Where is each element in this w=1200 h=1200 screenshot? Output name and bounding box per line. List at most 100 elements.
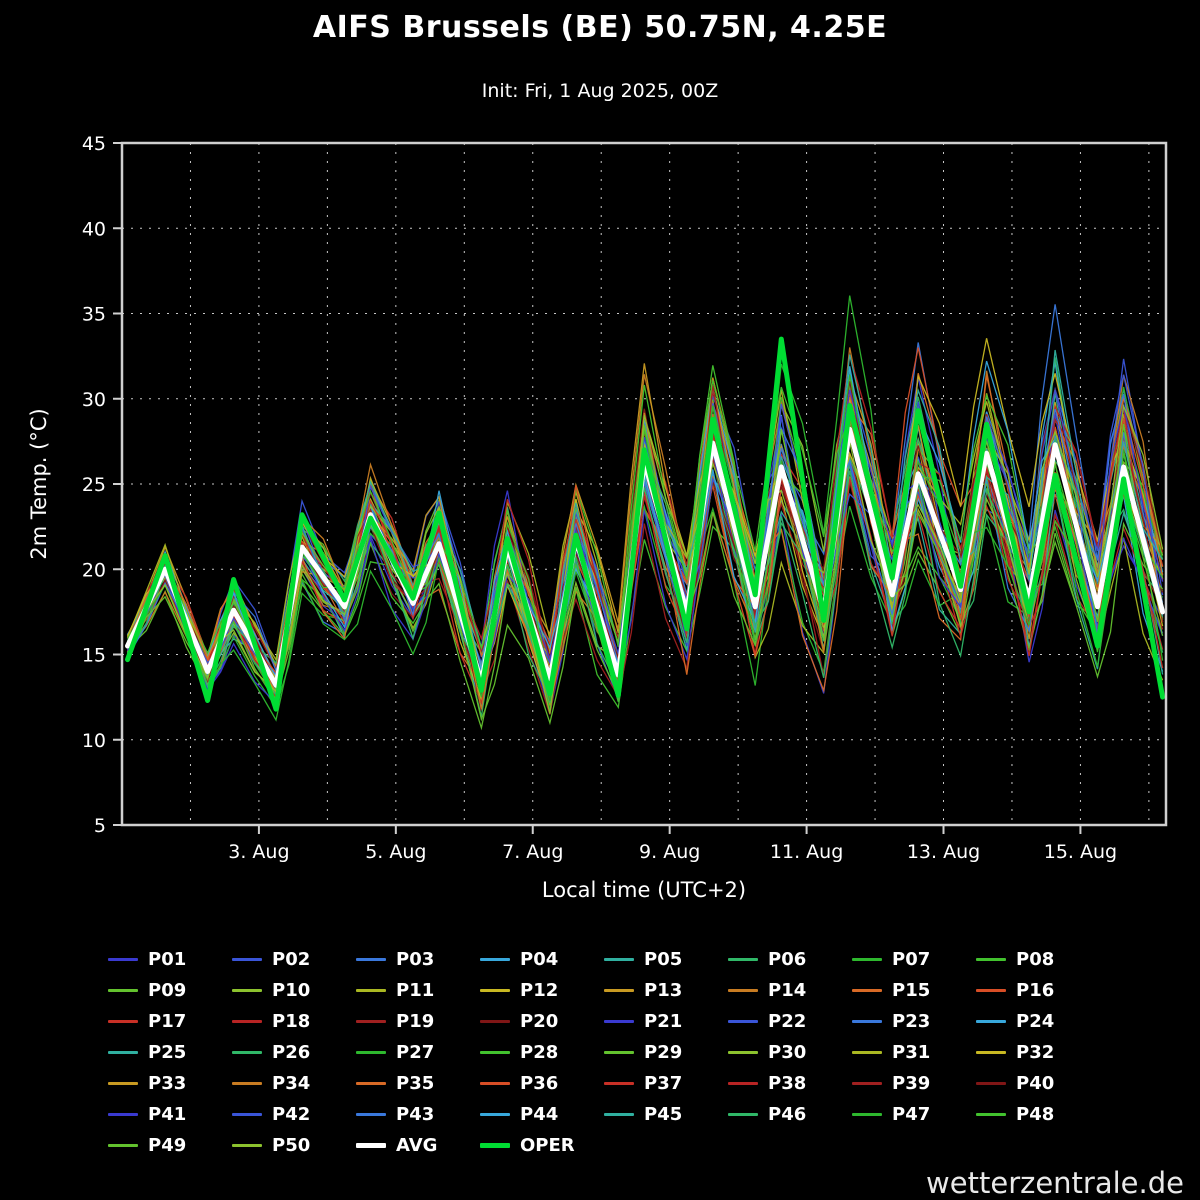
legend-line-sample: [480, 1142, 510, 1148]
legend-item-p15: P15: [852, 979, 976, 1001]
legend-label: P28: [520, 1041, 559, 1063]
legend-item-p07: P07: [852, 948, 976, 970]
legend-item-p23: P23: [852, 1010, 976, 1032]
chart-legend: P01 P02 P03 P04 P05 P06 P07 P08 P09 P10 P11 P12 P13 P…: [108, 948, 1100, 1156]
legend-label: AVG: [396, 1134, 438, 1156]
legend-line-sample: [232, 1112, 262, 1116]
legend-item-p18: P18: [232, 1010, 356, 1032]
legend-label: P45: [644, 1103, 683, 1125]
legend-item-p14: P14: [728, 979, 852, 1001]
legend-line-sample: [108, 1019, 138, 1023]
legend-item-p27: P27: [356, 1041, 480, 1063]
legend-item-p06: P06: [728, 948, 852, 970]
x-tick-label: 13. Aug: [907, 841, 980, 863]
legend-item-p42: P42: [232, 1103, 356, 1125]
legend-item-p05: P05: [604, 948, 728, 970]
legend-line-sample: [108, 957, 138, 961]
legend-item-p29: P29: [604, 1041, 728, 1063]
legend-item-p41: P41: [108, 1103, 232, 1125]
legend-label: P06: [768, 948, 807, 970]
x-tick-label: 7. Aug: [502, 841, 563, 863]
legend-line-sample: [604, 1081, 634, 1085]
legend-line-sample: [728, 988, 758, 992]
legend-label: P34: [272, 1072, 311, 1094]
series-line-oper: [125, 336, 1166, 712]
legend-label: P26: [272, 1041, 311, 1063]
legend-line-sample: [108, 1050, 138, 1054]
legend-label: P18: [272, 1010, 311, 1032]
legend-line-sample: [976, 957, 1006, 961]
y-tick-label: 10: [82, 730, 106, 752]
legend-label: P25: [148, 1041, 187, 1063]
legend-item-p12: P12: [480, 979, 604, 1001]
legend-item-p08: P08: [976, 948, 1100, 970]
legend-line-sample: [976, 1050, 1006, 1054]
y-tick-label: 30: [82, 389, 106, 411]
legend-line-sample: [108, 1081, 138, 1085]
legend-label: P42: [272, 1103, 311, 1125]
series-line-p37: [127, 435, 1164, 699]
legend-line-sample: [728, 1050, 758, 1054]
legend-item-p26: P26: [232, 1041, 356, 1063]
legend-line-sample: [728, 1112, 758, 1116]
legend-line-sample: [356, 957, 386, 961]
legend-label: P07: [892, 948, 931, 970]
legend-item-p13: P13: [604, 979, 728, 1001]
gridlines: [122, 143, 1166, 825]
x-axis-label: Local time (UTC+2): [542, 878, 746, 902]
chart-title: AIFS Brussels (BE) 50.75N, 4.25E: [312, 10, 888, 45]
legend-item-p48: P48: [976, 1103, 1100, 1125]
legend-line-sample: [604, 957, 634, 961]
legend-line-sample: [108, 988, 138, 992]
y-tick-label: 20: [82, 559, 106, 581]
legend-label: P17: [148, 1010, 187, 1032]
legend-label: P14: [768, 979, 807, 1001]
legend-line-sample: [480, 1112, 510, 1116]
legend-line-sample: [232, 957, 262, 961]
legend-item-p22: P22: [728, 1010, 852, 1032]
legend-item-p03: P03: [356, 948, 480, 970]
legend-label: P33: [148, 1072, 187, 1094]
legend-label: P40: [1016, 1072, 1055, 1094]
legend-line-sample: [232, 1143, 262, 1147]
legend-label: P39: [892, 1072, 931, 1094]
legend-item-p46: P46: [728, 1103, 852, 1125]
legend-line-sample: [728, 1019, 758, 1023]
legend-item-p01: P01: [108, 948, 232, 970]
legend-line-sample: [976, 1112, 1006, 1116]
legend-line-sample: [728, 957, 758, 961]
legend-item-p35: P35: [356, 1072, 480, 1094]
legend-item-oper: OPER: [480, 1134, 604, 1156]
legend-label: P13: [644, 979, 683, 1001]
legend-line-sample: [232, 1050, 262, 1054]
legend-item-p49: P49: [108, 1134, 232, 1156]
y-axis-label: 2m Temp. (°C): [27, 408, 51, 559]
legend-line-sample: [356, 988, 386, 992]
legend-item-p34: P34: [232, 1072, 356, 1094]
legend-label: P02: [272, 948, 311, 970]
legend-label: P16: [1016, 979, 1055, 1001]
legend-line-sample: [232, 988, 262, 992]
legend-item-p21: P21: [604, 1010, 728, 1032]
legend-line-sample: [232, 1081, 262, 1085]
legend-line-sample: [356, 1112, 386, 1116]
legend-label: P19: [396, 1010, 435, 1032]
axes-frame: [113, 141, 1168, 834]
legend-item-p39: P39: [852, 1072, 976, 1094]
legend-item-p40: P40: [976, 1072, 1100, 1094]
legend-label: P41: [148, 1103, 187, 1125]
legend-item-p44: P44: [480, 1103, 604, 1125]
legend-item-p09: P09: [108, 979, 232, 1001]
legend-line-sample: [480, 1050, 510, 1054]
legend-line-sample: [852, 1019, 882, 1023]
legend-line-sample: [480, 988, 510, 992]
legend-line-sample: [480, 1081, 510, 1085]
legend-label: P04: [520, 948, 559, 970]
y-tick-label: 25: [82, 474, 106, 496]
legend-item-p30: P30: [728, 1041, 852, 1063]
legend-label: P20: [520, 1010, 559, 1032]
legend-line-sample: [480, 1019, 510, 1023]
legend-item-p11: P11: [356, 979, 480, 1001]
legend-item-p38: P38: [728, 1072, 852, 1094]
legend-label: P29: [644, 1041, 683, 1063]
